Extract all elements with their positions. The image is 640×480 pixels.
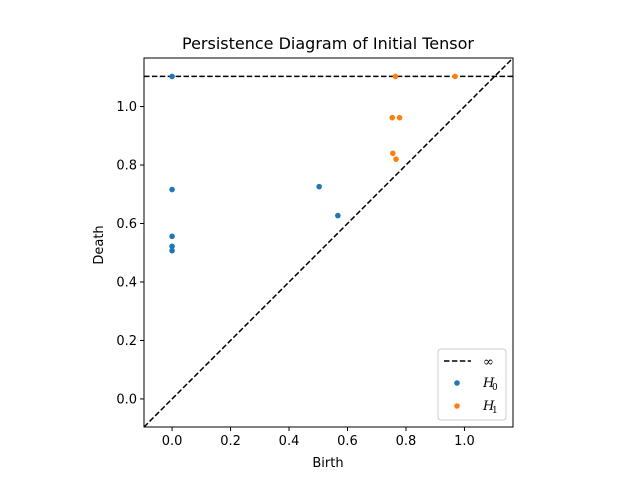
legend-label-h0: H [482, 376, 495, 391]
plot-area: 0.0 0.2 0.4 0.6 0.8 1.0 0.0 0.2 0.4 0.6 0.8 1.0 [116, 57, 514, 449]
legend-label-infinity: ∞ [483, 355, 494, 370]
x-tick-label: 0.2 [220, 434, 241, 449]
legend-marker-h0 [454, 380, 460, 386]
point-h0 [169, 243, 175, 250]
diagonal-line [144, 58, 513, 427]
point-h0 [169, 186, 175, 193]
legend-label-subscript: 1 [492, 406, 498, 416]
point-h1 [396, 114, 403, 121]
y-tick-label: 0.2 [116, 334, 137, 349]
chart-title: Persistence Diagram of Initial Tensor [182, 34, 474, 53]
y-tick-label: 0.8 [116, 159, 137, 174]
point-h0 [169, 233, 175, 240]
x-tick-label: 1.0 [454, 434, 475, 449]
legend-label-h1: H [482, 399, 495, 414]
x-tick-label: 0.4 [279, 434, 300, 449]
x-tick-label: 0.6 [337, 434, 358, 449]
point-h1 [389, 114, 396, 121]
legend-label-subscript: 0 [492, 383, 498, 393]
point-h1 [390, 150, 396, 157]
x-axis-label: Birth [312, 456, 343, 471]
legend-marker-h1 [454, 403, 460, 409]
y-tick-label: 0.4 [116, 275, 137, 290]
y-tick-label: 0.6 [116, 217, 137, 232]
y-axis-label: Death [92, 225, 107, 264]
point-h1 [452, 73, 458, 80]
axes-frame [143, 57, 514, 428]
point-h1 [392, 73, 399, 80]
x-tick-label: 0.0 [162, 434, 183, 449]
point-h0 [169, 247, 175, 254]
y-tick-label: 1.0 [116, 100, 137, 115]
point-h0 [316, 183, 322, 190]
x-tick-label: 0.8 [396, 434, 417, 449]
point-h0 [169, 73, 175, 80]
point-h1 [393, 156, 399, 162]
legend-box [437, 348, 507, 421]
y-tick-label: 0.0 [116, 392, 137, 407]
point-h0 [335, 212, 341, 219]
